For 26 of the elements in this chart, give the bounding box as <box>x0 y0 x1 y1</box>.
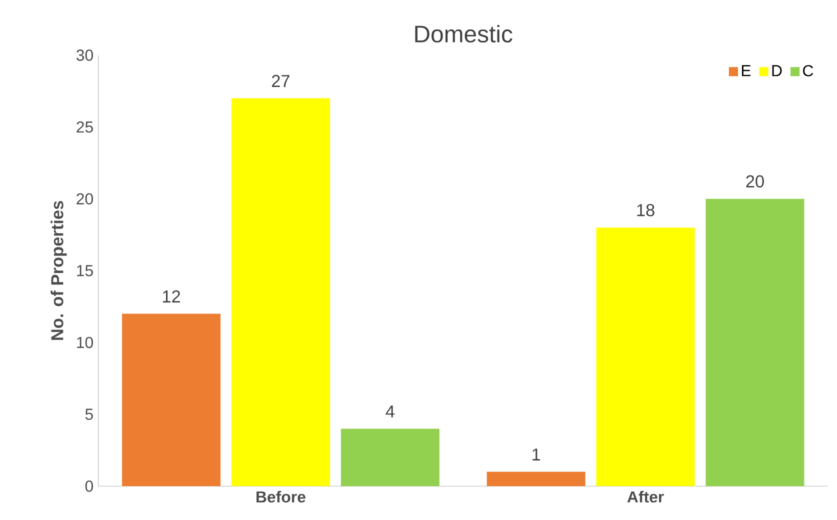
data-label: 18 <box>637 204 654 216</box>
y-tick-label: 0 <box>85 480 93 492</box>
x-tick-label: Before <box>256 490 306 502</box>
bar <box>340 428 440 486</box>
data-label: 1 <box>532 448 540 460</box>
data-label: 4 <box>386 405 394 418</box>
y-tick-label: 5 <box>85 408 93 420</box>
y-tick-label: 15 <box>77 265 93 276</box>
chart-title: Domestic <box>415 24 512 42</box>
y-tick-label: 10 <box>77 336 93 348</box>
x-tick-label: After <box>627 490 664 502</box>
bar <box>706 198 804 486</box>
bar <box>596 227 695 486</box>
y-tick-label: 20 <box>76 193 93 204</box>
y-tick-label: 25 <box>76 121 93 133</box>
bar <box>231 98 330 486</box>
data-label: 27 <box>272 74 290 87</box>
data-label: 20 <box>746 175 764 188</box>
data-label: 12 <box>162 290 180 302</box>
legend-label: E <box>742 65 751 76</box>
legend-label: C <box>803 64 814 76</box>
bar <box>486 472 586 486</box>
y-axis-title: No. of Properties <box>50 200 67 340</box>
y-tick-label: 30 <box>76 49 93 61</box>
bar <box>122 314 221 486</box>
legend-label: D <box>772 65 782 76</box>
